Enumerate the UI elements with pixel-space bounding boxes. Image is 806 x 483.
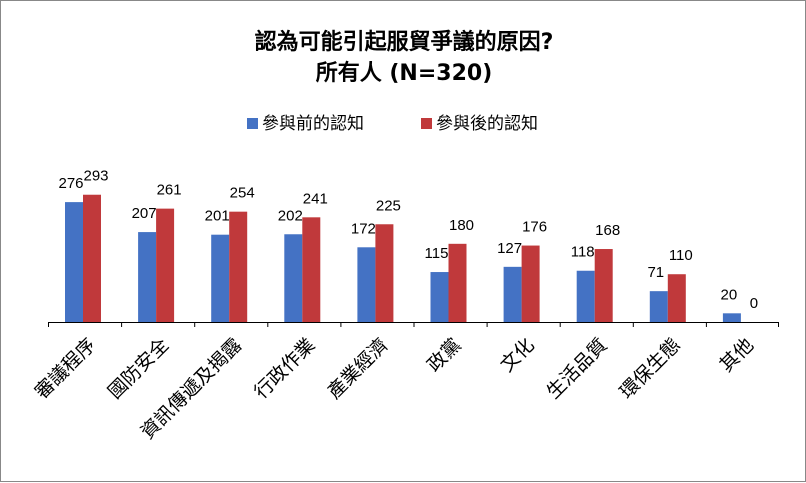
- category-label: 文化: [496, 334, 538, 376]
- legend: 參與前的認知 參與後的認知: [247, 114, 538, 134]
- legend-swatch-series-1: [247, 118, 258, 129]
- bar-before-9: [649, 291, 668, 322]
- value-label: 0: [750, 295, 758, 312]
- value-label: 201: [205, 208, 230, 225]
- category-label: 政黨: [423, 334, 465, 376]
- bar-after-1: [83, 194, 101, 322]
- bar-after-6: [448, 243, 467, 322]
- value-label: 110: [669, 247, 693, 264]
- value-label: 168: [595, 222, 620, 239]
- value-label: 180: [449, 217, 474, 234]
- value-label: 118: [571, 244, 595, 261]
- bar-after-9: [667, 274, 686, 322]
- bar-before-4: [284, 234, 303, 322]
- value-label: 276: [58, 175, 83, 192]
- value-label: 241: [303, 190, 328, 207]
- value-label: 127: [497, 240, 522, 257]
- value-label: 115: [425, 245, 449, 262]
- category-label: 國防安全: [104, 334, 173, 403]
- category-label: 行政作業: [250, 334, 319, 403]
- category-label: 其他: [716, 334, 758, 376]
- bar-after-8: [594, 249, 613, 322]
- bar-before-5: [357, 247, 376, 322]
- chart-title: 認為可能引起服貿爭議的原因?: [255, 29, 554, 55]
- value-label: 293: [83, 168, 108, 185]
- category-label: 環保生態: [616, 334, 685, 403]
- bar-before-7: [503, 266, 522, 322]
- bar-before-8: [576, 270, 595, 322]
- category-label: 產業經濟: [323, 334, 392, 403]
- bar-after-7: [521, 245, 540, 322]
- bar-after-5: [375, 224, 394, 322]
- value-label: 71: [647, 264, 664, 281]
- bar-before-10: [722, 313, 741, 322]
- plot-area: 276 293審議程序207261國防安全201254資訊傳遞及揭露202241行…: [31, 168, 779, 444]
- legend-label-series-1: 參與前的認知: [262, 114, 364, 134]
- chart-subtitle: 所有人 (N=320): [316, 60, 493, 86]
- legend-label-series-2: 參與後的認知: [436, 114, 538, 134]
- value-label: 254: [230, 185, 255, 202]
- bar-after-2: [156, 208, 175, 322]
- bar-before-3: [211, 234, 230, 322]
- category-label: 生活品質: [542, 334, 611, 403]
- value-label: 20: [721, 286, 738, 303]
- value-label: 261: [157, 182, 182, 199]
- value-label: 176: [522, 219, 547, 236]
- value-label: 207: [132, 205, 157, 222]
- category-label: 審議程序: [31, 334, 100, 403]
- value-label: 172: [351, 220, 376, 237]
- value-label: 225: [376, 197, 401, 214]
- bar-before-2: [138, 232, 157, 322]
- bar-before-6: [430, 272, 449, 322]
- bar-before-1: [65, 202, 83, 322]
- bar-after-3: [229, 211, 248, 322]
- bar-after-4: [302, 217, 321, 322]
- legend-swatch-series-2: [421, 118, 432, 129]
- value-label: 202: [278, 207, 303, 224]
